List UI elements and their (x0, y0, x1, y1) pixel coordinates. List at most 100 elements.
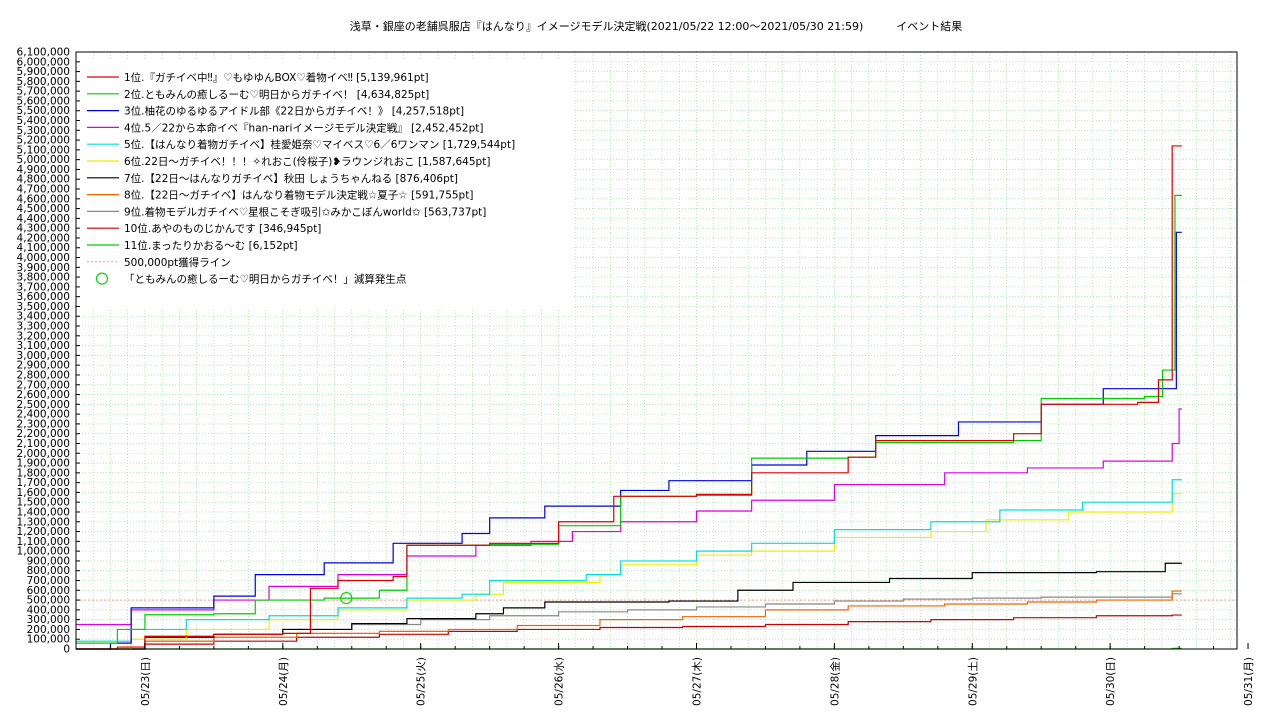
x-tick-label: 05/30(日) (1105, 657, 1117, 706)
y-tick-label: 3,000,000 (17, 350, 70, 362)
legend-label: 4位.5／22から本命イベ『han-nariイメージモデル決定戦』 [2,452… (124, 121, 483, 134)
series-line (76, 479, 1182, 642)
y-tick-label: 700,000 (27, 575, 70, 587)
y-tick-label: 1,900,000 (17, 458, 70, 470)
series-layer (76, 145, 1182, 650)
x-tick-label: 05/25(火) (416, 657, 428, 706)
y-tick-label: 100,000 (27, 634, 70, 646)
y-axis: 0100,000200,000300,000400,000500,000600,… (17, 47, 80, 656)
y-tick-label: 5,000,000 (17, 154, 70, 166)
y-tick-label: 3,700,000 (17, 281, 70, 293)
y-tick-label: 5,900,000 (17, 66, 70, 78)
y-tick-label: 1,600,000 (17, 487, 70, 499)
y-tick-label: 4,400,000 (17, 213, 70, 225)
y-tick-label: 2,100,000 (17, 438, 70, 450)
legend-label: 8位.【22日〜ガチイベ】はんなり着物モデル決定戦☆夏子☆ [591,755pt… (124, 189, 473, 202)
y-tick-label: 6,000,000 (17, 56, 70, 68)
y-tick-label: 4,000,000 (17, 252, 70, 264)
y-tick-label: 2,700,000 (17, 379, 70, 391)
legend-label: 2位.ともみんの癒しるーむ♡明日からガチイベ！ [4,634,825pt] (124, 88, 429, 101)
y-tick-label: 4,300,000 (17, 223, 70, 235)
y-tick-label: 4,500,000 (17, 203, 70, 215)
y-tick-label: 1,500,000 (17, 497, 70, 509)
y-tick-label: 200,000 (27, 624, 70, 636)
series-line (76, 614, 1182, 650)
legend-label: 1位.『ガチイベ中‼』♡もゆゆんBOX♡着物イベ‼ [5,139,961pt] (124, 71, 429, 84)
legend-label: 3位.柚花のゆるゆるアイドル部《22日からガチイベ！》 [4,257,518pt… (124, 105, 464, 118)
y-tick-label: 1,200,000 (17, 526, 70, 538)
y-tick-label: 1,300,000 (17, 516, 70, 528)
y-tick-label: 2,500,000 (17, 399, 70, 411)
legend-label: 5位.【はんなり着物ガチイベ】桂愛姫奈♡マイベス♡6／6ワンマン [1,729,… (124, 138, 515, 151)
series-line (76, 590, 1182, 650)
y-tick-label: 3,600,000 (17, 291, 70, 303)
y-tick-label: 4,600,000 (17, 193, 70, 205)
y-tick-label: 4,100,000 (17, 242, 70, 254)
y-tick-label: 5,100,000 (17, 144, 70, 156)
y-tick-label: 3,200,000 (17, 330, 70, 342)
y-tick-label: 400,000 (27, 604, 70, 616)
y-tick-label: 3,400,000 (17, 311, 70, 323)
y-tick-label: 3,300,000 (17, 321, 70, 333)
y-tick-label: 4,700,000 (17, 184, 70, 196)
y-tick-label: 2,800,000 (17, 369, 70, 381)
legend-label: 6位.22日〜ガチイベ！！！✧れおこ(伶桜子)❥ラウンジれおこ [1,587,6… (124, 155, 490, 168)
legend-label: 9位.着物モデルガチイベ♡星根こそぎ吸引✩みかこぼんworld✩ [563,73… (124, 205, 486, 218)
y-tick-label: 5,300,000 (17, 125, 70, 137)
y-tick-label: 800,000 (27, 565, 70, 577)
legend-box (80, 60, 573, 310)
y-tick-label: 2,000,000 (17, 448, 70, 460)
x-tick-label: 05/27(木) (691, 657, 703, 706)
y-tick-label: 300,000 (27, 614, 70, 626)
x-tick-label: 05/24(月) (278, 657, 290, 706)
y-tick-label: 3,100,000 (17, 340, 70, 352)
x-tick-label: 05/29(土) (966, 657, 979, 706)
legend-label: 10位.あやのものじかんです [346,945pt] (124, 222, 321, 235)
y-tick-label: 5,800,000 (17, 76, 70, 88)
legend-label: 「ともみんの癒しるーむ♡明日からガチイベ！」減算発生点 (124, 273, 406, 286)
x-tick-label: 05/26(水) (554, 657, 566, 706)
y-tick-label: 2,600,000 (17, 389, 70, 401)
y-tick-label: 4,900,000 (17, 164, 70, 176)
series-line (76, 408, 1182, 626)
y-tick-label: 1,400,000 (17, 506, 70, 518)
y-tick-label: 2,300,000 (17, 418, 70, 430)
y-tick-label: 4,200,000 (17, 232, 70, 244)
x-tick-label: 05/31(月) (1243, 657, 1255, 706)
y-tick-label: 4,800,000 (17, 174, 70, 186)
y-tick-label: 3,900,000 (17, 262, 70, 274)
series-line (76, 562, 1182, 650)
y-tick-label: 900,000 (27, 555, 70, 567)
plot-frame (75, 51, 1238, 650)
y-tick-label: 3,800,000 (17, 272, 70, 284)
legend: 1位.『ガチイベ中‼』♡もゆゆんBOX♡着物イベ‼ [5,139,961pt] 2… (80, 60, 573, 310)
y-tick-label: 1,700,000 (17, 477, 70, 489)
y-tick-label: 3,500,000 (17, 301, 70, 313)
legend-label: 500,000pt獲得ライン (124, 256, 231, 269)
series-line (76, 493, 1182, 650)
y-tick-label: 600,000 (27, 585, 70, 597)
marker-layer (340, 592, 353, 605)
x-axis: 05/23(日) 05/24(月) 05/25(火) 05/26(水) 05/27(木)… (75, 643, 1255, 706)
x-tick-label: 05/28(金) (828, 657, 841, 706)
y-tick-label: 2,400,000 (17, 409, 70, 421)
y-tick-label: 2,200,000 (17, 428, 70, 440)
y-tick-label: 0 (63, 644, 70, 656)
chart-title: 浅草・銀座の老舗呉服店『はんなり』イメージモデル決定戦(2021/05/22 1… (350, 19, 963, 33)
reduction-marker (340, 592, 353, 605)
y-tick-label: 2,900,000 (17, 360, 70, 372)
y-tick-label: 1,000,000 (17, 546, 70, 558)
x-tick-label: 05/23(日) (140, 657, 152, 706)
legend-marker (95, 272, 109, 285)
legend-label: 7位.【22日〜はんなりガチイベ】秋田 しょうちゃんねる [876,406pt] (124, 172, 458, 185)
y-tick-label: 5,200,000 (17, 135, 70, 147)
series-line (76, 145, 1182, 650)
series-line (76, 194, 1182, 644)
y-tick-label: 1,800,000 (17, 467, 70, 479)
y-tick-label: 500,000 (27, 595, 70, 607)
y-tick-label: 5,700,000 (17, 86, 70, 98)
y-tick-label: 1,100,000 (17, 536, 70, 548)
legend-label: 11位.まったりかおる〜む [6,152pt] (124, 239, 298, 252)
y-tick-label: 5,400,000 (17, 115, 70, 127)
